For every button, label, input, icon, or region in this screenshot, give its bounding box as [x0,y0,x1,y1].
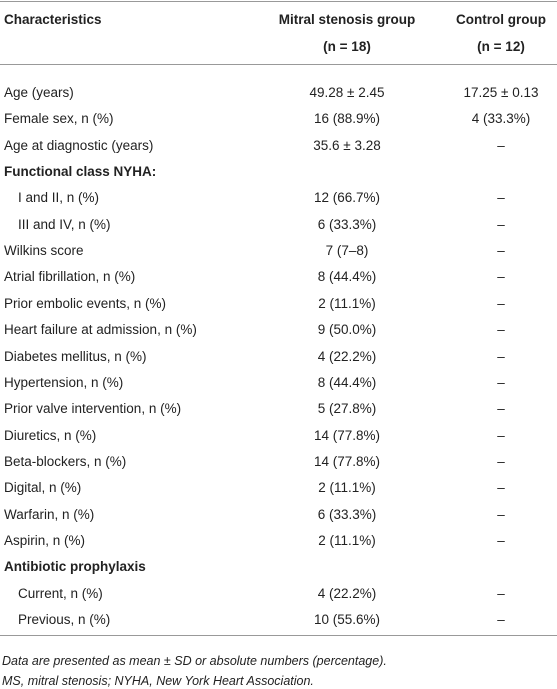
cell-value: 12 (66.7%) [313,190,381,206]
row-label: Diuretics, n (%) [4,427,97,443]
row-label: Warfarin, n (%) [4,506,95,522]
cell-value: 49.28 ± 2.45 [309,85,385,100]
column-header: Control group [456,12,546,27]
footnote: MS, mitral stenosis; NYHA, New York Hear… [2,674,314,688]
cell-value: – [497,190,505,206]
cell-value: 2 (11.1%) [318,480,376,496]
section-label: Functional class NYHA: [4,164,157,180]
cell-value: – [497,480,505,496]
row-label: Current, n (%) [18,585,103,601]
cell-value: 6 (33.3%) [317,216,377,232]
row-label: III and IV, n (%) [18,216,111,232]
cell-value: 14 (77.8%) [313,427,381,443]
cell-value: – [497,216,505,232]
row-label: Previous, n (%) [18,612,111,627]
row-label: Age (years) [4,85,74,100]
cell-value: 10 (55.6%) [313,612,381,627]
column-header: Characteristics [4,12,102,27]
column-subtitle: (n = 18) [323,39,371,54]
row-label: Diabetes mellitus, n (%) [4,348,147,364]
cell-value: – [497,612,505,627]
cell-value: 35.6 ± 3.28 [313,137,381,153]
cell-value: 8 (44.4%) [317,374,377,390]
row-label: Atrial fibrillation, n (%) [4,269,136,285]
cell-value: – [497,348,505,364]
cell-value: 14 (77.8%) [313,453,381,469]
cell-value: 5 (27.8%) [317,401,377,417]
cell-value: 16 (88.9%) [313,111,381,127]
row-label: Hypertension, n (%) [4,374,124,390]
header-rule [0,64,557,65]
row-label: Heart failure at admission, n (%) [4,322,197,338]
cell-value: 4 (22.2%) [317,585,377,601]
cell-value: – [497,374,505,390]
cell-value: 4 (33.3%) [471,111,531,127]
bottom-rule [0,635,557,636]
row-label: Digital, n (%) [4,480,82,496]
cell-value: – [497,401,505,417]
row-label: I and II, n (%) [18,190,100,206]
cell-value: – [497,506,505,522]
top-rule [0,1,557,2]
row-label: Prior embolic events, n (%) [4,295,167,311]
cell-value: 6 (33.3%) [317,506,377,522]
footnote: Data are presented as mean ± SD or absol… [2,654,387,668]
row-label: Age at diagnostic (years) [4,137,154,153]
cell-value: – [497,585,505,601]
row-label: Female sex, n (%) [4,111,114,127]
cell-value: – [497,137,505,153]
cell-value: – [497,243,505,259]
cell-value: – [497,322,505,338]
section-label: Antibiotic prophylaxis [4,559,146,575]
cell-value: 17.25 ± 0.13 [463,85,539,100]
cell-value: 7 (7–8) [325,243,369,259]
row-label: Wilkins score [4,243,84,259]
cell-value: – [497,295,505,311]
cell-value: 4 (22.2%) [317,348,377,364]
cell-value: 2 (11.1%) [318,295,376,311]
column-subtitle: (n = 12) [477,39,525,54]
column-header: Mitral stenosis group [278,12,416,27]
cell-value: – [497,427,505,443]
cell-value: – [497,269,505,285]
row-label: Prior valve intervention, n (%) [4,401,182,417]
cell-value: – [497,532,505,548]
cell-value: 9 (50.0%) [317,322,377,338]
row-label: Aspirin, n (%) [4,532,86,548]
cell-value: 8 (44.4%) [317,269,377,285]
row-label: Beta-blockers, n (%) [4,453,127,469]
cell-value: 2 (11.1%) [318,532,376,548]
cell-value: – [497,453,505,469]
